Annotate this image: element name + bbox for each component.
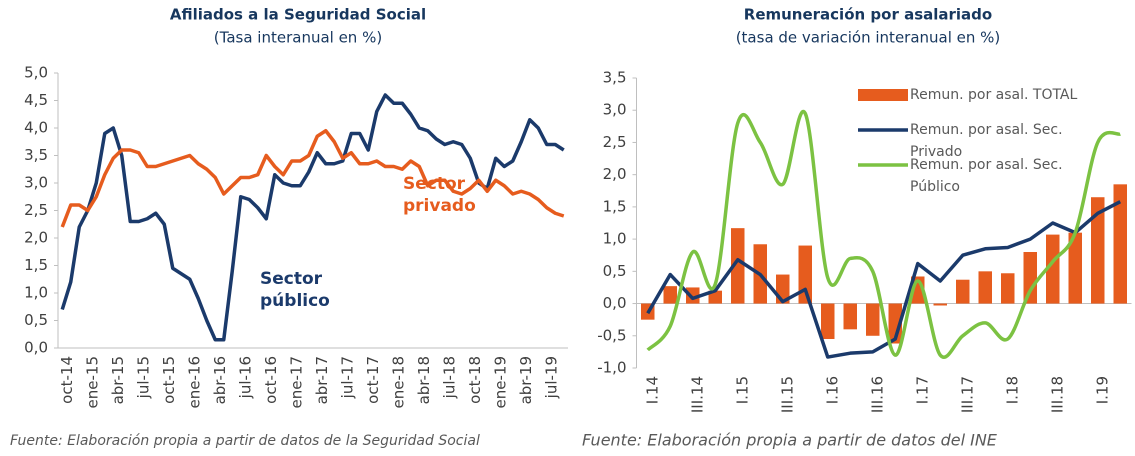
chart-subtitle: (Tasa interanual en %) — [214, 29, 382, 47]
x-tick-label: I.16 — [823, 376, 841, 404]
y-tick-label: 1,5 — [24, 256, 48, 274]
bar — [1068, 232, 1082, 304]
x-tick-label: abr-15 — [109, 356, 127, 404]
y-tick-label: -0,5 — [597, 326, 626, 344]
source-note: Fuente: Elaboración propia a partir de d… — [10, 433, 480, 449]
x-tick-label: oct-16 — [262, 356, 280, 404]
x-tick-label: abr-18 — [415, 356, 433, 404]
y-tick-label: 5,0 — [24, 64, 48, 82]
x-tick-label: III.18 — [1048, 376, 1066, 413]
x-tick-label: jul-18 — [440, 356, 458, 399]
legend-label: Remun. por asal. Sec. Público — [910, 157, 1063, 195]
x-tick-label: I.17 — [913, 376, 931, 404]
bar — [1046, 234, 1060, 304]
y-tick-label: -1,0 — [597, 359, 626, 377]
x-tick-label: ene-16 — [185, 356, 203, 408]
series-line — [646, 200, 1122, 359]
x-tick-label: III.14 — [688, 376, 706, 413]
x-tick-label: ene-17 — [287, 356, 305, 408]
y-tick-label: 3,0 — [24, 174, 48, 192]
chart-title: Afiliados a la Seguridad Social — [170, 6, 426, 24]
series-label: Sector público — [260, 269, 330, 311]
y-tick-label: 2,5 — [24, 201, 48, 219]
legend-label: Remun. por asal. TOTAL — [910, 87, 1078, 103]
series-label: Sector privado — [403, 174, 476, 216]
y-tick-label: 0,0 — [603, 294, 627, 312]
y-tick-label: 0,5 — [603, 262, 627, 280]
x-tick-label: oct-15 — [160, 356, 178, 404]
legend-swatch — [858, 89, 908, 101]
x-tick-label: abr-17 — [313, 356, 331, 404]
bar — [821, 303, 835, 339]
bar — [866, 303, 880, 336]
x-tick-label: jul-15 — [134, 356, 152, 399]
x-tick-label: I.15 — [733, 376, 751, 404]
y-tick-label: 0,5 — [24, 311, 48, 329]
x-tick-label: ene-15 — [83, 356, 101, 408]
bar — [978, 271, 992, 304]
x-tick-label: oct-18 — [466, 356, 484, 404]
bar — [686, 287, 700, 304]
y-tick-label: 3,5 — [603, 69, 627, 87]
bar — [843, 303, 857, 330]
y-tick-label: 1,0 — [603, 230, 627, 248]
y-tick-label: 1,5 — [603, 197, 627, 215]
x-tick-label: III.17 — [958, 376, 976, 413]
bar — [731, 228, 745, 304]
x-tick-label: abr-19 — [517, 356, 535, 404]
x-tick-label: ene-19 — [491, 356, 509, 408]
x-tick-label: I.14 — [643, 376, 661, 404]
y-tick-label: 0,0 — [24, 339, 48, 357]
y-tick-label: 3,5 — [24, 146, 48, 164]
series-line — [646, 109, 1121, 359]
bar — [1113, 184, 1127, 304]
y-tick-label: 4,0 — [24, 119, 48, 137]
bar — [708, 290, 722, 304]
y-tick-label: 3,0 — [603, 101, 627, 119]
bar — [663, 286, 677, 304]
bar — [956, 279, 970, 304]
series-line — [60, 129, 565, 228]
legend-label: Remun. por asal. Sec. Privado — [910, 122, 1063, 160]
x-tick-label: jul-17 — [338, 356, 356, 399]
y-tick-label: 2,0 — [603, 165, 627, 183]
bar — [1023, 252, 1037, 304]
x-tick-label: ene-18 — [389, 356, 407, 408]
bar — [798, 245, 812, 304]
chart-subtitle: (tasa de variación interanual en %) — [736, 29, 1001, 47]
y-tick-label: 4,5 — [24, 91, 48, 109]
y-tick-label: 2,0 — [24, 229, 48, 247]
x-tick-label: III.15 — [778, 376, 796, 413]
bar — [1091, 197, 1105, 304]
bar — [1001, 273, 1015, 304]
x-tick-label: III.16 — [868, 376, 886, 413]
x-tick-label: abr-16 — [211, 356, 229, 404]
source-note: Fuente: Elaboración propia a partir de d… — [582, 431, 998, 450]
y-tick-label: 1,0 — [24, 284, 48, 302]
bar — [933, 303, 947, 306]
x-tick-label: I.18 — [1003, 376, 1021, 404]
x-tick-label: I.19 — [1093, 376, 1111, 404]
x-tick-label: oct-17 — [364, 356, 382, 404]
chart-title: Remuneración por asalariado — [744, 6, 992, 24]
x-tick-label: jul-19 — [542, 356, 560, 399]
x-tick-label: jul-16 — [236, 356, 254, 399]
x-tick-label: oct-14 — [58, 356, 76, 404]
y-tick-label: 2,5 — [603, 133, 627, 151]
